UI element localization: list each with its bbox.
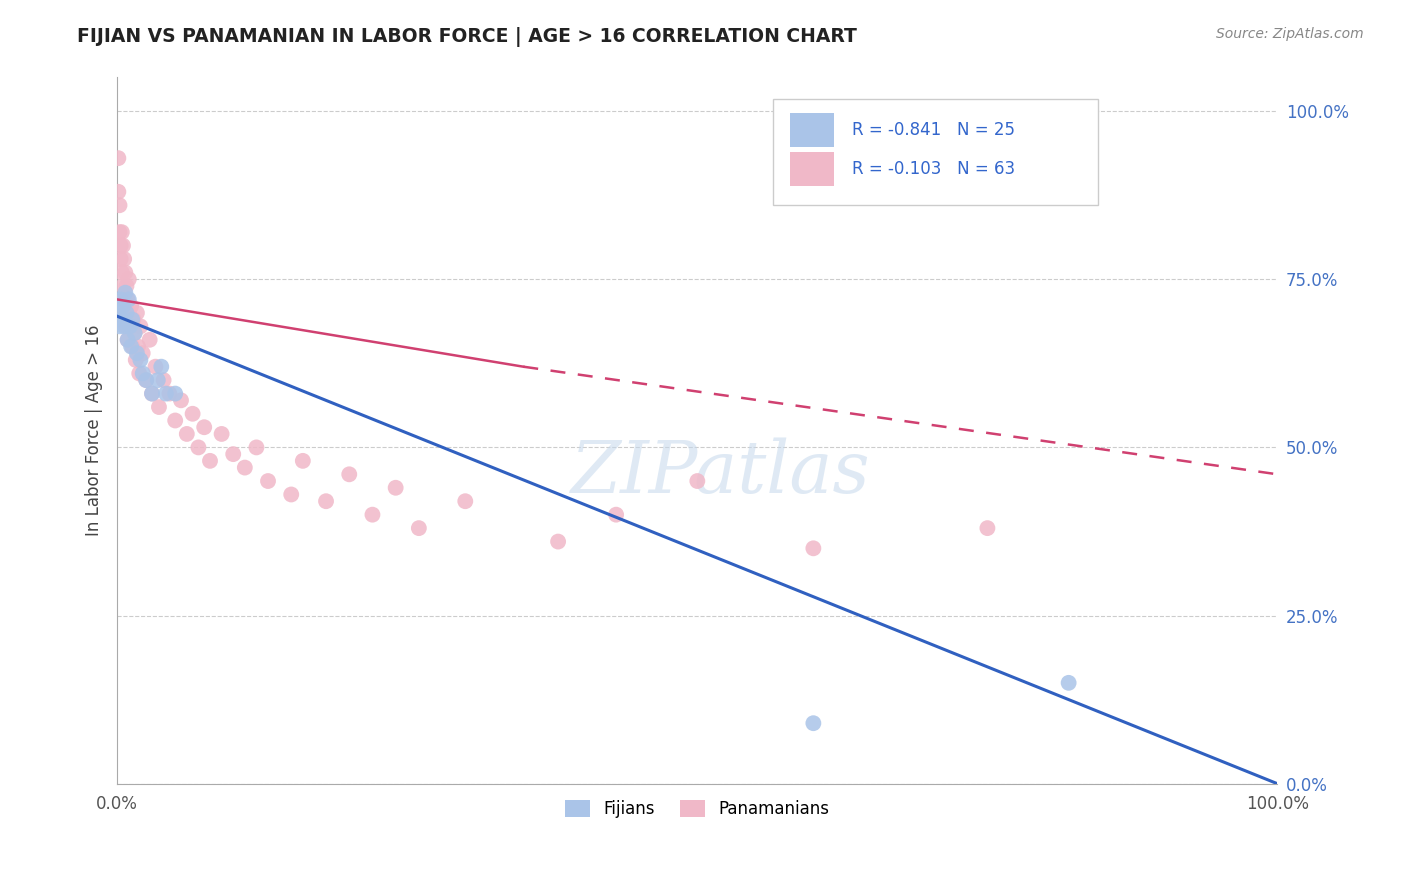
Point — [222, 447, 245, 461]
Point — [801, 716, 824, 731]
Point — [114, 285, 136, 300]
Point — [115, 306, 138, 320]
Text: Source: ZipAtlas.com: Source: ZipAtlas.com — [1216, 27, 1364, 41]
Point — [245, 441, 267, 455]
Point — [145, 359, 167, 374]
Point — [118, 306, 141, 320]
Point — [181, 407, 204, 421]
Point — [132, 367, 155, 381]
Point — [117, 333, 139, 347]
Point — [1057, 676, 1080, 690]
Point — [108, 319, 131, 334]
Point — [117, 333, 139, 347]
Point — [384, 481, 406, 495]
Point — [121, 339, 143, 353]
Point — [107, 151, 129, 165]
FancyBboxPatch shape — [773, 99, 1098, 204]
Point — [111, 299, 134, 313]
Point — [128, 367, 150, 381]
Point — [125, 306, 148, 320]
Point — [146, 373, 169, 387]
Point — [408, 521, 430, 535]
Point — [115, 279, 138, 293]
Point — [114, 306, 136, 320]
Point — [686, 474, 709, 488]
Point — [152, 373, 174, 387]
Point — [118, 319, 141, 334]
Point — [129, 353, 152, 368]
Point — [337, 467, 360, 482]
Point — [138, 333, 160, 347]
Text: FIJIAN VS PANAMANIAN IN LABOR FORCE | AGE > 16 CORRELATION CHART: FIJIAN VS PANAMANIAN IN LABOR FORCE | AG… — [77, 27, 858, 46]
Text: R = -0.841   N = 25: R = -0.841 N = 25 — [852, 121, 1015, 139]
Point — [124, 326, 146, 340]
Point — [454, 494, 477, 508]
Point — [117, 293, 139, 307]
Point — [801, 541, 824, 556]
Point — [132, 346, 155, 360]
Point — [118, 319, 141, 334]
Point — [165, 386, 187, 401]
Point — [291, 454, 314, 468]
Point — [107, 185, 129, 199]
Point — [120, 339, 142, 353]
Point — [111, 266, 134, 280]
Point — [170, 393, 193, 408]
Point — [150, 359, 173, 374]
Point — [110, 252, 132, 266]
Y-axis label: In Labor Force | Age > 16: In Labor Force | Age > 16 — [86, 325, 103, 536]
Point — [233, 460, 256, 475]
Point — [315, 494, 337, 508]
Point — [176, 426, 198, 441]
Point — [155, 386, 177, 401]
Point — [605, 508, 627, 522]
Point — [125, 353, 148, 368]
Point — [110, 238, 132, 252]
Point — [157, 386, 180, 401]
Point — [115, 319, 138, 334]
Point — [361, 508, 384, 522]
Point — [976, 521, 998, 535]
Point — [127, 339, 149, 353]
Point — [141, 386, 163, 401]
Point — [122, 312, 145, 326]
Point — [135, 373, 157, 387]
Point — [547, 534, 569, 549]
Point — [111, 225, 134, 239]
Point — [129, 319, 152, 334]
Point — [112, 319, 135, 334]
Text: ZIPatlas: ZIPatlas — [571, 438, 870, 508]
Text: R = -0.103   N = 63: R = -0.103 N = 63 — [852, 161, 1015, 178]
Legend: Fijians, Panamanians: Fijians, Panamanians — [558, 793, 837, 825]
Point — [112, 293, 135, 307]
Point — [198, 454, 221, 468]
Point — [165, 413, 187, 427]
Point — [107, 306, 129, 320]
Point — [111, 238, 134, 252]
Point — [111, 279, 134, 293]
FancyBboxPatch shape — [790, 153, 834, 186]
Point — [118, 272, 141, 286]
Point — [257, 474, 280, 488]
Point — [110, 293, 132, 307]
Point — [108, 198, 131, 212]
Point — [193, 420, 215, 434]
Point — [120, 299, 142, 313]
Point — [211, 426, 233, 441]
Point — [187, 441, 209, 455]
Point — [280, 487, 302, 501]
Point — [148, 400, 170, 414]
Point — [125, 346, 148, 360]
Point — [121, 312, 143, 326]
Point — [112, 252, 135, 266]
FancyBboxPatch shape — [790, 113, 834, 147]
Point — [124, 326, 146, 340]
Point — [111, 312, 134, 326]
Point — [118, 293, 141, 307]
Point — [141, 386, 163, 401]
Point — [135, 373, 157, 387]
Point — [108, 225, 131, 239]
Point — [114, 266, 136, 280]
